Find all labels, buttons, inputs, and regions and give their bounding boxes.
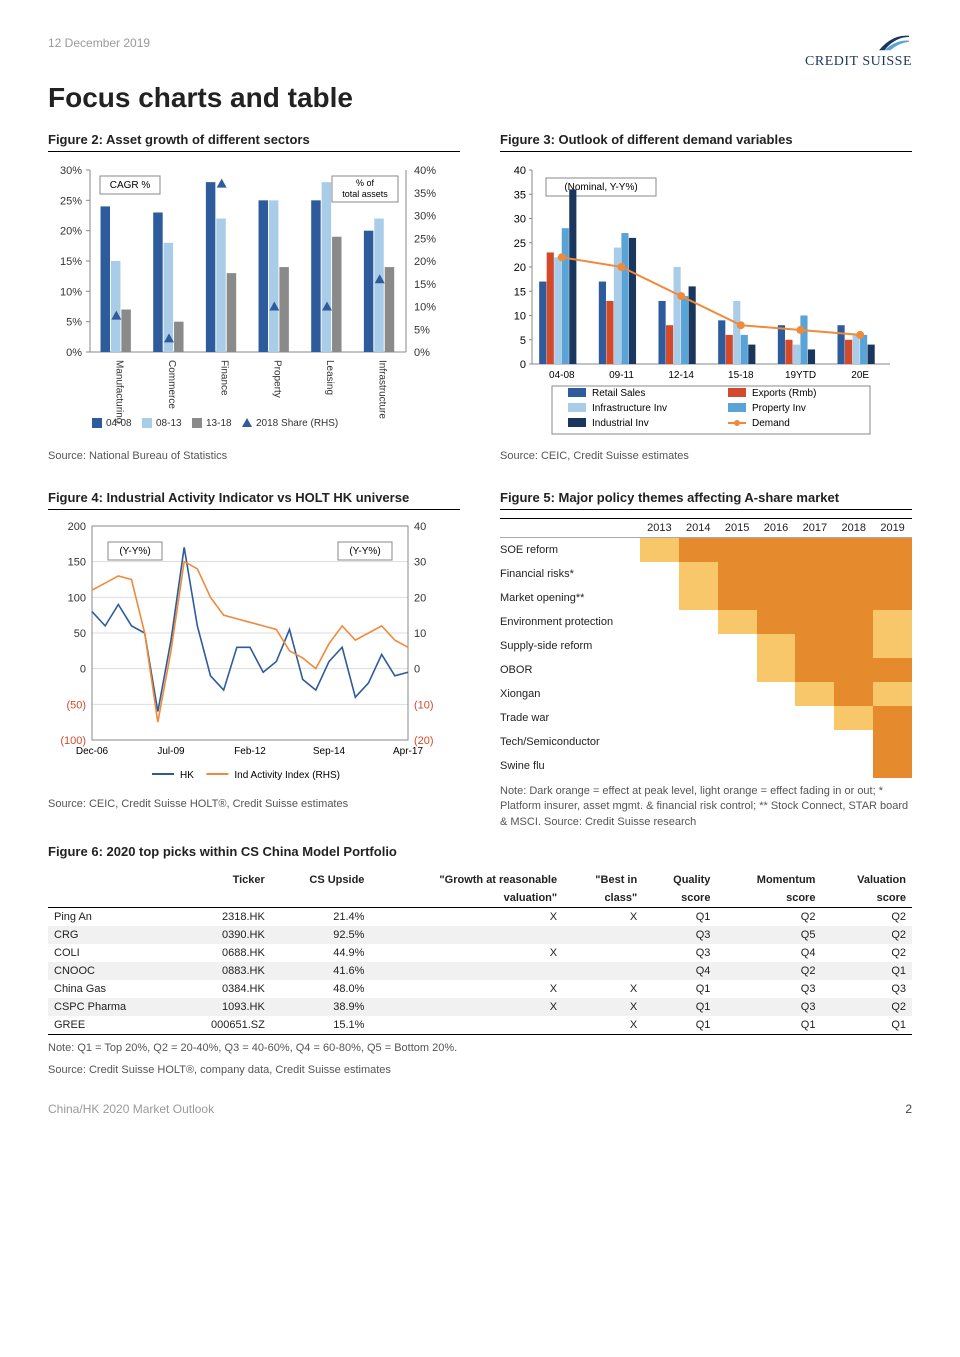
svg-text:0: 0 bbox=[80, 664, 86, 676]
svg-text:40%: 40% bbox=[414, 165, 436, 177]
fig4-source: Source: CEIC, Credit Suisse HOLT®, Credi… bbox=[48, 798, 460, 810]
svg-text:12-14: 12-14 bbox=[668, 370, 694, 381]
brand-text: CREDIT SUISSE bbox=[805, 54, 912, 70]
fig2-chart: 0% 5% 10% 15% 20% 25% 30% 0% 5% 10% 15% 20% 25% 30% 35… bbox=[48, 160, 448, 440]
svg-text:20%: 20% bbox=[414, 256, 436, 268]
svg-text:Manufacturing: Manufacturing bbox=[113, 360, 124, 423]
svg-text:35%: 35% bbox=[414, 188, 436, 200]
svg-text:Industrial Inv: Industrial Inv bbox=[592, 418, 649, 429]
svg-text:Sep-14: Sep-14 bbox=[313, 746, 346, 757]
svg-text:Infrastructure Inv: Infrastructure Inv bbox=[592, 403, 667, 414]
svg-text:15%: 15% bbox=[414, 279, 436, 291]
svg-text:20: 20 bbox=[514, 262, 526, 274]
brand-logo: CREDIT SUISSE bbox=[805, 32, 912, 70]
svg-text:CAGR %: CAGR % bbox=[110, 180, 151, 191]
svg-text:Infrastructure: Infrastructure bbox=[377, 360, 388, 419]
svg-text:30: 30 bbox=[414, 557, 426, 569]
svg-text:5%: 5% bbox=[66, 317, 82, 329]
date: 12 December 2019 bbox=[48, 32, 150, 50]
figure-6: Figure 6: 2020 top picks within CS China… bbox=[48, 844, 912, 1078]
fig3-source: Source: CEIC, Credit Suisse estimates bbox=[500, 450, 912, 462]
fig6-title: Figure 6: 2020 top picks within CS China… bbox=[48, 844, 912, 863]
svg-text:04-08: 04-08 bbox=[549, 370, 575, 381]
fig2-source: Source: National Bureau of Statistics bbox=[48, 450, 460, 462]
fig6-note1: Note: Q1 = Top 20%, Q2 = 20-40%, Q3 = 40… bbox=[48, 1041, 912, 1056]
svg-text:Commerce: Commerce bbox=[166, 360, 177, 409]
svg-text:50: 50 bbox=[74, 628, 86, 640]
svg-text:20: 20 bbox=[414, 592, 426, 604]
svg-text:5: 5 bbox=[520, 335, 526, 347]
svg-text:10: 10 bbox=[514, 311, 526, 323]
svg-text:10%: 10% bbox=[414, 302, 436, 314]
svg-text:25%: 25% bbox=[414, 233, 436, 245]
svg-text:total assets: total assets bbox=[342, 189, 388, 199]
fig4-chart: (100)(50)050100150200(20)(10)010203040(Y… bbox=[48, 518, 448, 788]
fig6-table: TickerCS Upside"Growth at reasonable"Bes… bbox=[48, 871, 912, 1035]
svg-text:200: 200 bbox=[68, 521, 86, 533]
svg-text:Property: Property bbox=[271, 360, 282, 398]
svg-text:Property Inv: Property Inv bbox=[752, 403, 806, 414]
svg-text:0: 0 bbox=[414, 664, 420, 676]
svg-text:40: 40 bbox=[514, 165, 526, 177]
svg-text:13-18: 13-18 bbox=[206, 418, 232, 429]
svg-text:Feb-12: Feb-12 bbox=[234, 746, 266, 757]
svg-text:25: 25 bbox=[514, 238, 526, 250]
fig3-title: Figure 3: Outlook of different demand va… bbox=[500, 132, 912, 152]
svg-text:2018 Share (RHS): 2018 Share (RHS) bbox=[256, 418, 338, 429]
fig2-title: Figure 2: Asset growth of different sect… bbox=[48, 132, 460, 152]
svg-text:% of: % of bbox=[356, 178, 375, 188]
footer-left: China/HK 2020 Market Outlook bbox=[48, 1102, 214, 1116]
svg-text:20%: 20% bbox=[60, 226, 82, 238]
svg-text:Apr-17: Apr-17 bbox=[393, 746, 423, 757]
svg-text:15: 15 bbox=[514, 286, 526, 298]
svg-text:35: 35 bbox=[514, 189, 526, 201]
figure-3: Figure 3: Outlook of different demand va… bbox=[500, 132, 912, 476]
figure-5: Figure 5: Major policy themes affecting … bbox=[500, 490, 912, 830]
svg-text:10%: 10% bbox=[60, 286, 82, 298]
fig5-note: Note: Dark orange = effect at peak level… bbox=[500, 784, 912, 830]
svg-text:Leasing: Leasing bbox=[324, 360, 335, 395]
svg-text:08-13: 08-13 bbox=[156, 418, 182, 429]
svg-text:Ind Activity Index (RHS): Ind Activity Index (RHS) bbox=[234, 770, 340, 781]
svg-text:30%: 30% bbox=[414, 211, 436, 223]
page-title: Focus charts and table bbox=[48, 82, 912, 114]
svg-text:15-18: 15-18 bbox=[728, 370, 754, 381]
fig6-note2: Source: Credit Suisse HOLT®, company dat… bbox=[48, 1063, 912, 1078]
svg-text:100: 100 bbox=[68, 592, 86, 604]
figure-2: Figure 2: Asset growth of different sect… bbox=[48, 132, 460, 476]
svg-text:HK: HK bbox=[180, 770, 194, 781]
svg-text:25%: 25% bbox=[60, 195, 82, 207]
page-number: 2 bbox=[905, 1102, 912, 1116]
svg-text:Jul-09: Jul-09 bbox=[157, 746, 185, 757]
svg-text:Demand: Demand bbox=[752, 418, 790, 429]
svg-text:(50): (50) bbox=[66, 699, 86, 711]
fig5-heatmap: 2013201420152016201720182019SOE reformFi… bbox=[500, 518, 912, 778]
svg-text:40: 40 bbox=[414, 521, 426, 533]
svg-text:20E: 20E bbox=[851, 370, 869, 381]
svg-text:09-11: 09-11 bbox=[609, 370, 634, 381]
svg-text:5%: 5% bbox=[414, 324, 430, 336]
logo-mark-icon bbox=[876, 32, 912, 54]
svg-text:0%: 0% bbox=[66, 347, 82, 359]
svg-text:Exports (Rmb): Exports (Rmb) bbox=[752, 388, 816, 399]
svg-text:19YTD: 19YTD bbox=[785, 370, 816, 381]
svg-text:30: 30 bbox=[514, 214, 526, 226]
fig5-title: Figure 5: Major policy themes affecting … bbox=[500, 490, 912, 510]
svg-text:15%: 15% bbox=[60, 256, 82, 268]
svg-text:150: 150 bbox=[68, 557, 86, 569]
svg-text:Retail Sales: Retail Sales bbox=[592, 388, 645, 399]
svg-text:0: 0 bbox=[520, 359, 526, 371]
fig3-chart: 0510152025303540(Nominal, Y-Y%)04-0809-1… bbox=[500, 160, 900, 440]
svg-text:30%: 30% bbox=[60, 165, 82, 177]
svg-text:Dec-06: Dec-06 bbox=[76, 746, 109, 757]
figure-4: Figure 4: Industrial Activity Indicator … bbox=[48, 490, 460, 830]
svg-text:Finance: Finance bbox=[219, 360, 230, 396]
svg-text:10: 10 bbox=[414, 628, 426, 640]
svg-text:(Y-Y%): (Y-Y%) bbox=[349, 546, 380, 557]
svg-text:(Y-Y%): (Y-Y%) bbox=[119, 546, 150, 557]
svg-text:0%: 0% bbox=[414, 347, 430, 359]
fig4-title: Figure 4: Industrial Activity Indicator … bbox=[48, 490, 460, 510]
svg-text:04-08: 04-08 bbox=[106, 418, 132, 429]
svg-text:(10): (10) bbox=[414, 699, 434, 711]
